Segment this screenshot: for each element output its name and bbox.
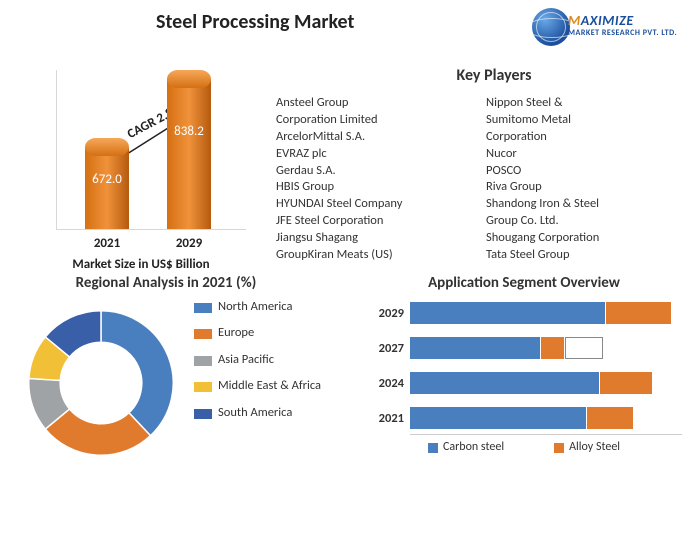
key-player-line: Shougang Corporation	[486, 230, 682, 247]
hbar-row: 2021	[366, 407, 682, 429]
key-players-col-1: Ansteel GroupCorporation LimitedArcelorM…	[276, 95, 472, 264]
legend-label: Asia Pacific	[218, 353, 274, 367]
hbar-track	[410, 407, 682, 429]
regional-analysis-section: Regional Analysis in 2021 (%) North Amer…	[16, 274, 356, 468]
key-player-line: Nippon Steel &	[486, 95, 682, 112]
application-title: Application Segment Overview	[366, 274, 682, 292]
upper-row: CAGR 2.8% 672.02021838.22029 Market Size…	[0, 56, 698, 272]
page-title: Steel Processing Market	[156, 10, 354, 34]
key-player-line: Riva Group	[486, 179, 682, 196]
donut-svg	[16, 298, 186, 468]
key-players-col-2: Nippon Steel &Sumitomo MetalCorporationN…	[486, 95, 682, 264]
logo-brand-m: M	[568, 12, 581, 29]
legend-item: Alloy Steel	[554, 441, 620, 455]
legend-label: Middle East & Africa	[218, 379, 321, 393]
key-player-line: POSCO	[486, 163, 682, 180]
legend-item: Carbon steel	[428, 441, 504, 455]
key-players-columns: Ansteel GroupCorporation LimitedArcelorM…	[276, 95, 682, 264]
key-players-title: Key Players	[306, 66, 682, 85]
key-player-line: Corporation	[486, 129, 682, 146]
key-player-line: GroupKiran Meats (US)	[276, 247, 472, 264]
market-size-caption: Market Size in US$ Billion	[16, 257, 266, 272]
logo-brand-rest: AXIMIZE	[581, 12, 634, 29]
market-size-chart: CAGR 2.8% 672.02021838.22029 Market Size…	[16, 62, 266, 272]
legend-label: South America	[218, 406, 292, 420]
legend-swatch	[194, 409, 212, 419]
key-player-line: Group Co. Ltd.	[486, 213, 682, 230]
bar-chart-area: CAGR 2.8% 672.02021838.22029	[56, 70, 246, 230]
key-player-line: Jiangsu Shagang	[276, 230, 472, 247]
hbar-seg-outline	[565, 337, 603, 359]
hbar-year-label: 2024	[366, 376, 410, 391]
bar-value-label: 838.2	[167, 124, 211, 139]
legend-swatch	[554, 443, 564, 453]
legend-item: Europe	[194, 326, 321, 340]
bar-value-label: 672.0	[85, 172, 129, 187]
hbar-row: 2027	[366, 337, 682, 359]
key-player-line: HBIS Group	[276, 179, 472, 196]
legend-swatch	[194, 303, 212, 313]
globe-icon	[532, 8, 570, 46]
hbar-seg-alloy	[606, 302, 671, 324]
legend-item: Middle East & Africa	[194, 379, 321, 393]
hbar-seg-alloy	[541, 337, 565, 359]
key-player-line: Gerdau S.A.	[276, 163, 472, 180]
hbar-seg-carbon	[410, 337, 541, 359]
key-player-line: JFE Steel Corporation	[276, 213, 472, 230]
legend-label: Carbon steel	[443, 441, 504, 455]
hbar-seg-carbon	[410, 407, 587, 429]
key-player-line: Corporation Limited	[276, 112, 472, 129]
logo: MAXIMIZE MARKET RESEARCH PVT. LTD.	[532, 8, 682, 56]
key-player-line: ArcelorMittal S.A.	[276, 129, 472, 146]
key-player-line: HYUNDAI Steel Company	[276, 196, 472, 213]
hbar-year-label: 2029	[366, 306, 410, 321]
key-player-line: Sumitomo Metal	[486, 112, 682, 129]
header: Steel Processing Market MAXIMIZE MARKET …	[0, 0, 698, 56]
legend-item: Asia Pacific	[194, 353, 321, 367]
hbar-seg-alloy	[587, 407, 633, 429]
donut-slice	[101, 311, 173, 436]
donut-wrap: North America Europe Asia Pacific Middle Ea…	[16, 298, 356, 468]
legend-swatch	[194, 356, 212, 366]
legend-swatch	[194, 382, 212, 392]
logo-brand-text: MAXIMIZE	[568, 12, 634, 29]
hbar-track	[410, 302, 682, 324]
legend-label: Alloy Steel	[569, 441, 620, 455]
hbar-seg-carbon	[410, 372, 600, 394]
hbar-track	[410, 372, 682, 394]
bar-year-label: 2021	[77, 236, 137, 251]
hbar-year-label: 2021	[366, 411, 410, 426]
key-player-line: EVRAZ plc	[276, 146, 472, 163]
application-x-axis	[410, 434, 682, 435]
application-bars: 2029 2027 2024 2021	[366, 302, 682, 429]
application-legend: Carbon steel Alloy Steel	[366, 441, 682, 455]
hbar-seg-carbon	[410, 302, 606, 324]
donut-chart	[16, 298, 186, 468]
bar: 672.0	[85, 147, 129, 229]
bar: 838.2	[167, 79, 211, 229]
key-player-line: Tata Steel Group	[486, 247, 682, 264]
legend-swatch	[428, 443, 438, 453]
key-players-section: Key Players Ansteel GroupCorporation Lim…	[276, 62, 682, 272]
legend-item: South America	[194, 406, 321, 420]
legend-label: Europe	[218, 326, 254, 340]
hbar-row: 2029	[366, 302, 682, 324]
legend-label: North America	[218, 300, 292, 314]
lower-row: Regional Analysis in 2021 (%) North Amer…	[0, 272, 698, 468]
hbar-seg-alloy	[600, 372, 652, 394]
regional-legend: North America Europe Asia Pacific Middle Ea…	[194, 298, 321, 468]
bar-year-label: 2029	[159, 236, 219, 251]
hbar-track	[410, 337, 682, 359]
legend-swatch	[194, 329, 212, 339]
key-player-line: Shandong Iron & Steel	[486, 196, 682, 213]
hbar-year-label: 2027	[366, 341, 410, 356]
key-player-line: Nucor	[486, 146, 682, 163]
application-section: Application Segment Overview 20292027202…	[360, 274, 682, 468]
key-player-line: Ansteel Group	[276, 95, 472, 112]
logo-subtext: MARKET RESEARCH PVT. LTD.	[568, 28, 677, 38]
legend-item: North America	[194, 300, 321, 314]
regional-title: Regional Analysis in 2021 (%)	[0, 274, 356, 292]
hbar-row: 2024	[366, 372, 682, 394]
